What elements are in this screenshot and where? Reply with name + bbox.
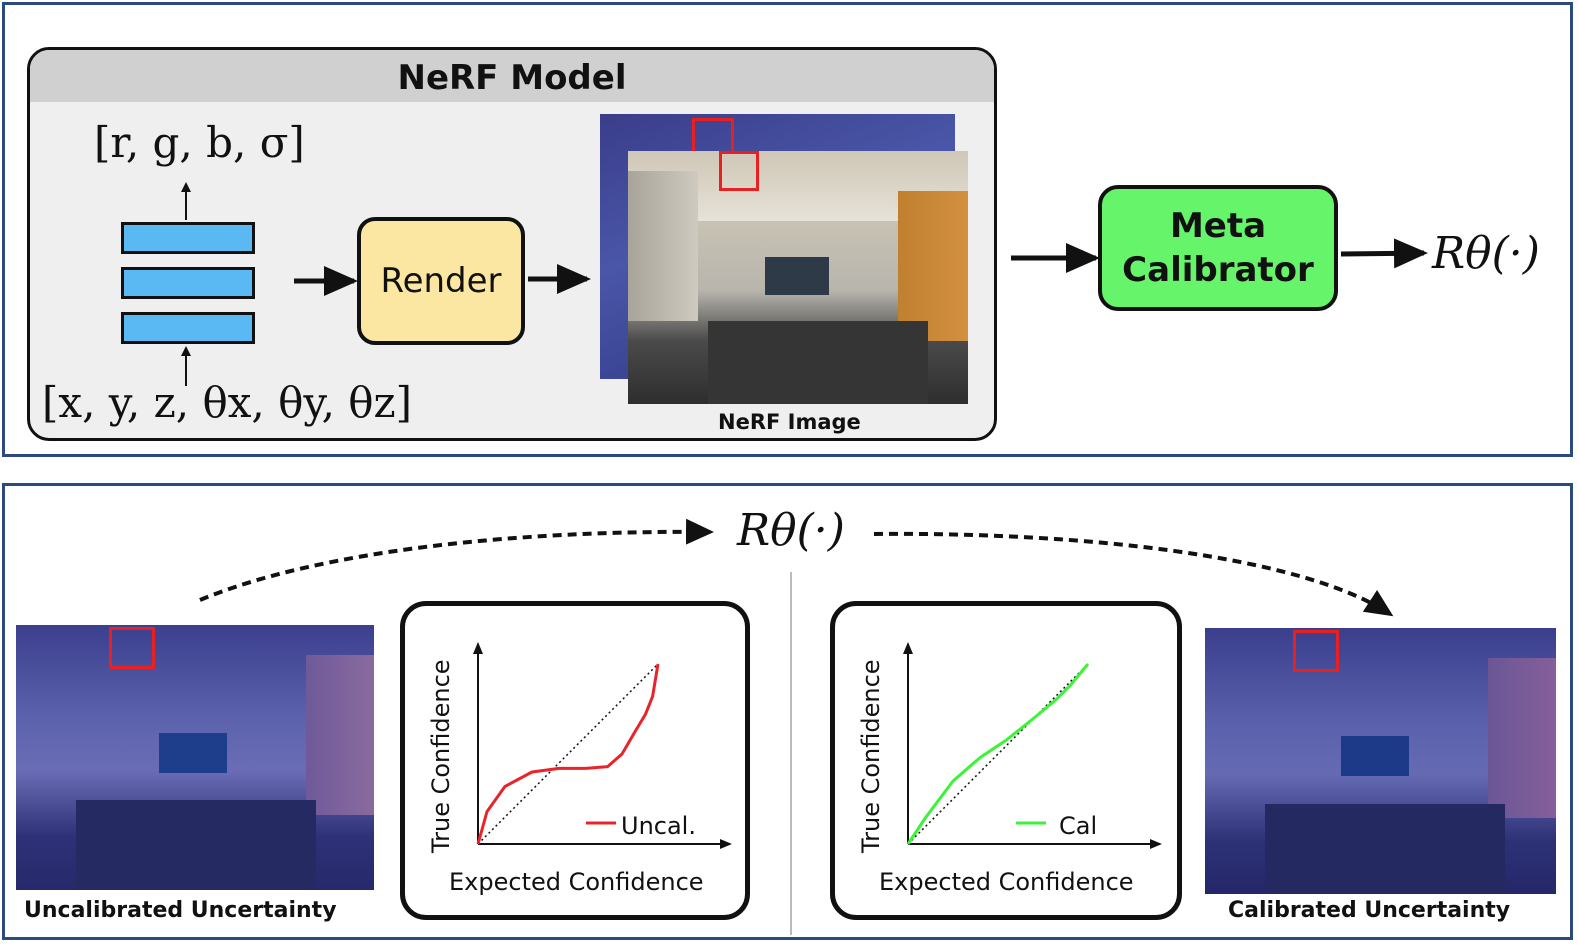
input-vector-label: [x, y, z, θx, θy, θz] <box>42 378 413 427</box>
calibrated-uncertainty-image <box>1205 628 1556 894</box>
uncalibrated-uncertainty-image <box>16 625 374 890</box>
nerf-image-label: NeRF Image <box>718 410 861 434</box>
mlp-layer-1 <box>121 222 255 254</box>
calibrated-chart: True Confidence Expected Confidence Cal <box>830 601 1182 920</box>
render-box: Render <box>357 217 525 345</box>
meta-calibrator-line1: Meta <box>1169 206 1267 246</box>
mlp-layer-2 <box>121 267 255 299</box>
calibrated-uncertainty-label: Calibrated Uncertainty <box>1228 898 1511 923</box>
nerf-model-title: NeRF Model <box>30 50 994 102</box>
series-line <box>906 663 1090 845</box>
chart-right-plot <box>903 642 1162 849</box>
dashed-arrow-left <box>199 518 714 602</box>
chart-left-plot <box>473 642 732 849</box>
uncalibrated-chart: True Confidence Expected Confidence Unca… <box>400 601 750 920</box>
r-theta-mapping-label: Rθ(·) <box>737 505 845 556</box>
chart-left-xlabel: Expected Confidence <box>449 868 704 896</box>
nerf-model-box: NeRF Model <box>27 47 997 441</box>
meta-calibrator-line2: Calibrator <box>1122 250 1314 290</box>
top-arrows <box>181 182 1428 386</box>
r-theta-output-label: Rθ(·) <box>1432 228 1540 279</box>
reference-diagonal <box>907 663 1089 845</box>
chart-right-xlabel: Expected Confidence <box>879 868 1134 896</box>
mlp-layer-3 <box>121 312 255 344</box>
series-line <box>476 663 660 845</box>
reference-diagonal <box>477 663 659 845</box>
arrow-calibrator-to-r <box>1340 238 1428 269</box>
output-vector-label: [r, g, b, σ] <box>94 118 305 167</box>
chart-left-legend-text: Uncal. <box>621 812 696 840</box>
nerf-image-front <box>628 151 968 404</box>
uncalibrated-uncertainty-label: Uncalibrated Uncertainty <box>24 898 337 923</box>
chart-right-legend-text: Cal <box>1059 812 1098 840</box>
meta-calibrator-box: Meta Calibrator <box>1098 185 1338 311</box>
dashed-arrow-right <box>873 531 1394 617</box>
